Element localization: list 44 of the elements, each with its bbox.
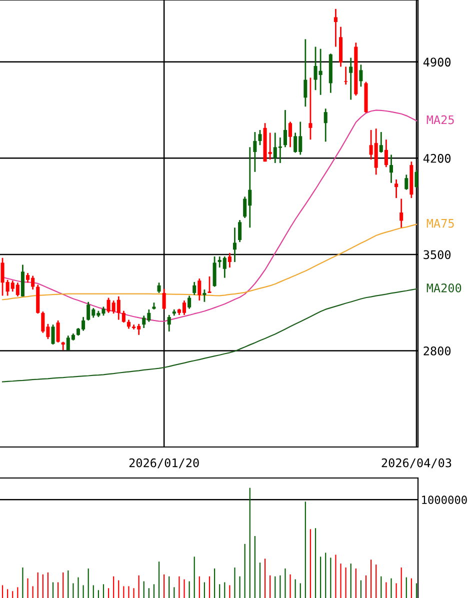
line-series (2, 288, 418, 382)
candlestick (192, 281, 196, 296)
candlestick (157, 282, 161, 294)
candlestick (389, 154, 394, 184)
candlestick (394, 178, 398, 199)
candlestick (212, 256, 216, 288)
x-tick-label: 2026/04/03 (382, 458, 452, 468)
candlestick (283, 109, 287, 148)
candlestick (359, 64, 363, 88)
y-tick-label: 2800 (424, 346, 451, 356)
candlestick (404, 174, 408, 190)
candlestick (414, 169, 418, 188)
candlestick (400, 198, 404, 228)
candlestick (308, 77, 312, 140)
y-tick-label: 1000000 (422, 496, 467, 504)
series-label: MA75 (426, 219, 454, 228)
series-label: MA200 (426, 283, 462, 292)
candlestick (208, 276, 212, 294)
candlestick (51, 324, 55, 346)
candlestick (349, 57, 353, 100)
candlestick (324, 108, 328, 142)
x-tick-label: 2026/01/20 (129, 458, 199, 468)
candlestick (232, 226, 237, 263)
candlestick (258, 129, 262, 146)
y-tick-label: 3500 (424, 250, 451, 260)
candlestick (379, 131, 383, 154)
candlestick (288, 121, 292, 148)
candlestick (202, 288, 206, 303)
candlestick (253, 131, 257, 173)
y-tick-label: 4200 (423, 154, 451, 163)
y-tick-label: 4900 (423, 58, 451, 67)
candlestick (56, 320, 60, 344)
candlestick (162, 288, 166, 310)
candlestick (188, 295, 192, 310)
candlestick (238, 219, 242, 243)
candlestick (122, 310, 126, 324)
series-label: MA25 (426, 115, 454, 124)
candlestick (228, 252, 232, 268)
candlestick (344, 66, 348, 86)
candlestick (167, 314, 171, 332)
candlestick (304, 38, 308, 108)
candlestick (384, 138, 388, 168)
candlestick (198, 278, 202, 302)
candlestick (334, 8, 338, 48)
